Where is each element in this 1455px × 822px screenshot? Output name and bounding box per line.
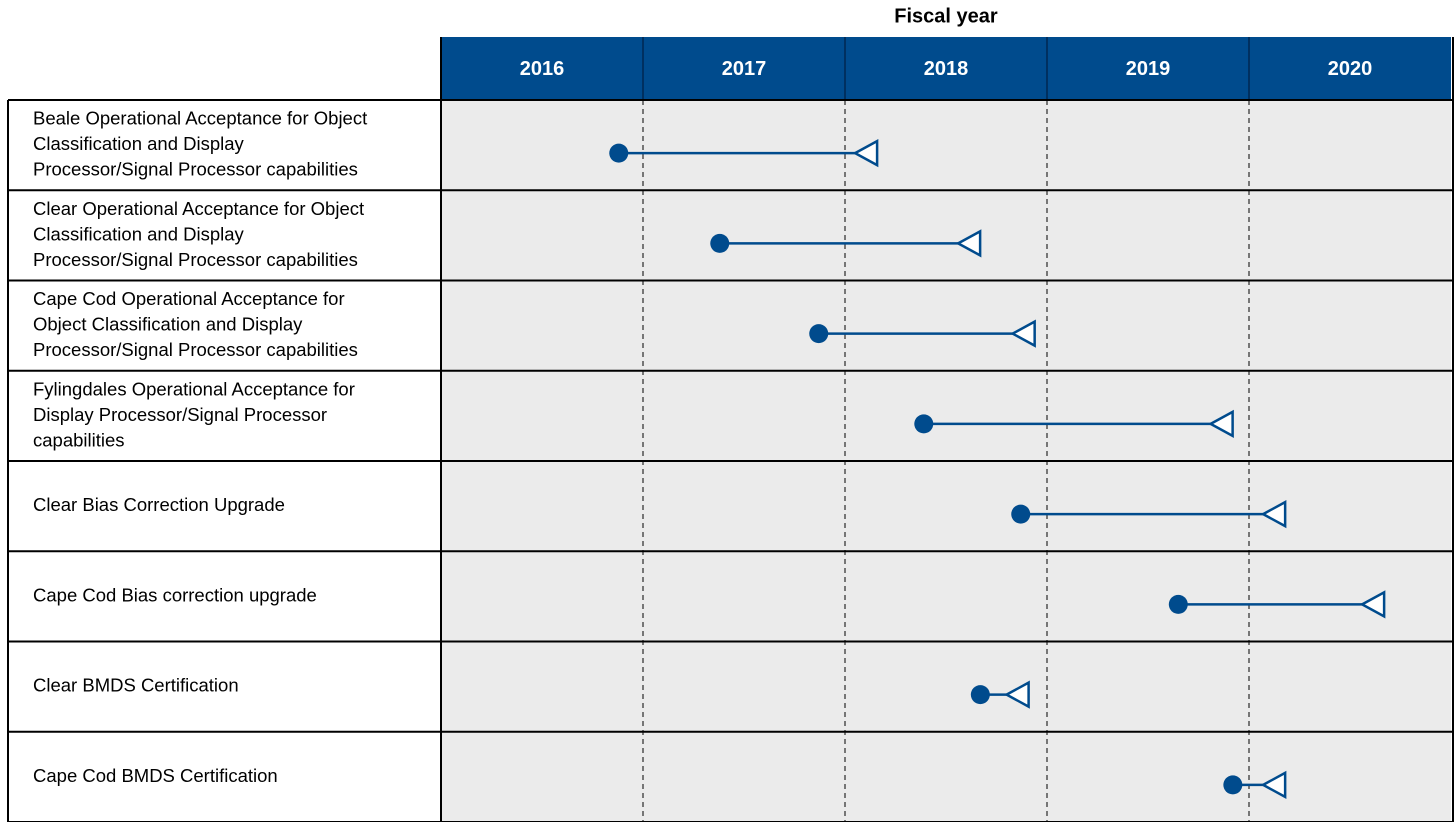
row-label: Clear BMDS Certification <box>33 675 239 696</box>
chart-title: Fiscal year <box>894 5 998 27</box>
row-label: Cape Cod Operational Acceptance for <box>33 288 345 309</box>
start-marker <box>809 324 829 344</box>
row-label: Clear Operational Acceptance for Object <box>33 198 364 219</box>
column-header: 2017 <box>722 58 767 80</box>
header <box>441 37 1451 100</box>
row-label: Beale Operational Acceptance for Object <box>33 108 367 129</box>
row-label: Processor/Signal Processor capabilities <box>33 159 358 180</box>
end-marker <box>1260 770 1287 799</box>
row-label: Cape Cod BMDS Certification <box>33 765 278 786</box>
row-label: Object Classification and Display <box>33 314 303 335</box>
row-label: Display Processor/Signal Processor <box>33 404 327 425</box>
start-marker <box>1011 504 1031 524</box>
end-marker <box>955 229 982 258</box>
end-marker <box>1260 500 1287 529</box>
row-label: Cape Cod Bias correction upgrade <box>33 584 317 605</box>
row-label: Classification and Display <box>33 133 245 154</box>
row-label: Processor/Signal Processor capabilities <box>33 339 358 360</box>
start-marker <box>1168 594 1188 614</box>
row-label: capabilities <box>33 429 125 450</box>
end-marker <box>1010 319 1036 348</box>
row-label: Clear Bias Correction Upgrade <box>33 494 285 515</box>
column-header: 2016 <box>520 58 565 80</box>
end-marker <box>852 139 879 168</box>
column-header: 2019 <box>1126 58 1171 80</box>
row-label: Classification and Display <box>33 223 245 244</box>
start-marker <box>970 685 990 705</box>
end-marker <box>1359 590 1386 619</box>
row-label: Processor/Signal Processor capabilities <box>33 249 358 270</box>
end-marker <box>1208 409 1234 438</box>
column-header: 2020 <box>1328 58 1373 80</box>
start-marker <box>914 414 934 434</box>
column-header: 2018 <box>924 58 969 80</box>
start-marker <box>1223 775 1243 795</box>
start-marker <box>609 143 629 163</box>
start-marker <box>710 233 730 253</box>
end-marker <box>1003 680 1030 709</box>
row-label: Fylingdales Operational Acceptance for <box>33 378 355 399</box>
